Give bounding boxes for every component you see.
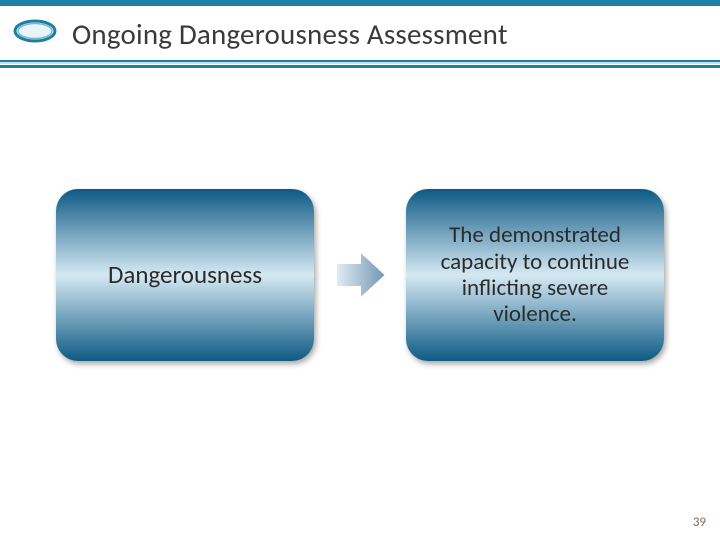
header-underline: [0, 60, 720, 68]
slide-title: Ongoing Dangerousness Assessment: [72, 16, 508, 52]
diagram-area: Dangerousness The demonstrated capacity …: [0, 180, 720, 370]
node-dangerousness: Dangerousness: [56, 189, 314, 361]
header-top-bar: [0, 0, 720, 6]
edge-arrow: [314, 247, 406, 303]
arrow-right-icon: [330, 247, 390, 303]
node-definition: The demonstrated capacity to continue in…: [406, 189, 664, 361]
node-definition-label: The demonstrated capacity to continue in…: [424, 222, 646, 328]
ellipse-logo-icon: [12, 18, 58, 44]
node-dangerousness-label: Dangerousness: [108, 261, 262, 290]
slide-header: Ongoing Dangerousness Assessment: [0, 0, 720, 90]
page-number: 39: [693, 515, 706, 530]
